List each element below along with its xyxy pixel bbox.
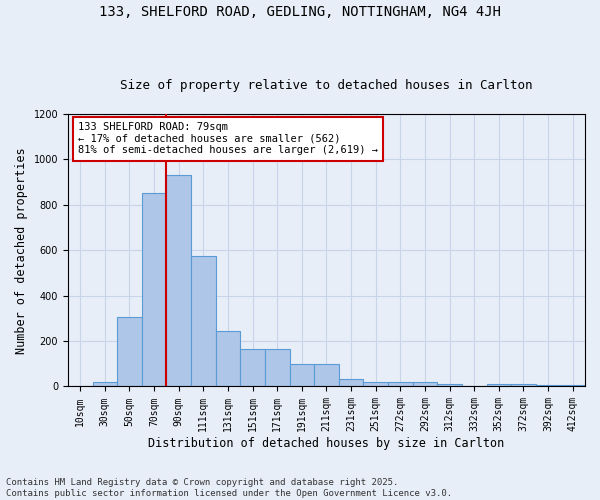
Bar (511, 384, 536, 386)
Bar (142, 194, 166, 386)
Bar (314, 364, 339, 386)
Bar (215, 331, 240, 386)
Bar (240, 350, 265, 387)
Bar (290, 364, 314, 386)
Text: Contains HM Land Registry data © Crown copyright and database right 2025.
Contai: Contains HM Land Registry data © Crown c… (6, 478, 452, 498)
Bar (388, 382, 413, 386)
Bar (265, 350, 290, 387)
Bar (92, 382, 117, 386)
Bar (191, 256, 215, 386)
Bar (339, 379, 364, 386)
Bar (437, 384, 462, 386)
Text: 133, SHELFORD ROAD, GEDLING, NOTTINGHAM, NG4 4JH: 133, SHELFORD ROAD, GEDLING, NOTTINGHAM,… (99, 5, 501, 19)
Bar (117, 317, 142, 386)
Bar (364, 382, 388, 386)
X-axis label: Distribution of detached houses by size in Carlton: Distribution of detached houses by size … (148, 437, 505, 450)
Bar (487, 384, 511, 386)
Y-axis label: Number of detached properties: Number of detached properties (15, 147, 28, 354)
Text: 133 SHELFORD ROAD: 79sqm
← 17% of detached houses are smaller (562)
81% of semi-: 133 SHELFORD ROAD: 79sqm ← 17% of detach… (78, 122, 378, 156)
Title: Size of property relative to detached houses in Carlton: Size of property relative to detached ho… (120, 79, 533, 92)
Bar (413, 382, 437, 386)
Bar (166, 176, 191, 386)
